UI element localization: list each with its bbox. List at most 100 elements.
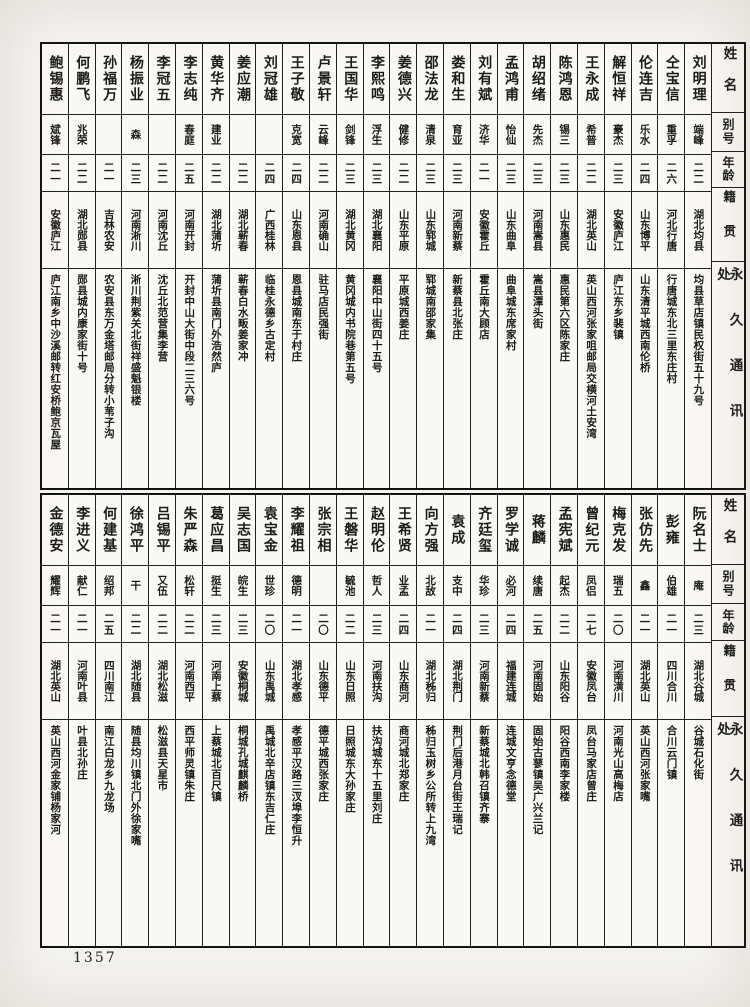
person-alias: 世珍 bbox=[263, 575, 276, 596]
person-address-cell: 郓城南邵家集 bbox=[417, 268, 444, 488]
person-address-cell: 曲阜城东席家村 bbox=[497, 268, 524, 488]
person-alias: 哲人 bbox=[370, 575, 383, 596]
person-alias: 耀辉 bbox=[48, 575, 61, 596]
person-name: 黄华齐 bbox=[208, 55, 225, 103]
directory-table-top: 姓名 别号 年龄 籍贯 永久通讯处 刘明理 端峰 二二 湖北均县 均县草店镇民权… bbox=[40, 42, 746, 490]
person-column: 向方强 北敌 二一 湖北秭归 秭归玉树乡公所转上九湾 bbox=[417, 495, 445, 946]
person-address: 商河城北郑家庄 bbox=[397, 725, 410, 802]
person-address: 均县草店镇民权街五十九号 bbox=[692, 274, 705, 406]
person-address-cell: 固始古蓼镇吴广兴兰记 bbox=[524, 719, 551, 946]
person-age: 二二 bbox=[75, 161, 88, 185]
person-column: 刘明理 端峰 二二 湖北均县 均县草店镇民权街五十九号 bbox=[685, 44, 712, 488]
person-address-cell: 上蔡城北百尺镇 bbox=[202, 719, 229, 946]
person-address-cell: 蒲圻县南门外浩然庐 bbox=[202, 268, 229, 488]
person-age-cell: 二三 bbox=[122, 154, 149, 191]
person-age: 二四 bbox=[638, 161, 651, 185]
person-native-place: 安徽庐江 bbox=[49, 209, 62, 251]
person-address: 扶沟城东十五里刘庄 bbox=[370, 725, 383, 824]
person-native-place-cell: 湖北谷城 bbox=[685, 642, 711, 719]
person-alias: 业孟 bbox=[397, 575, 410, 596]
person-column: 卢景轩 云峰 二二 河南确山 驻马店民强街 bbox=[310, 44, 337, 488]
header-name: 姓名 bbox=[712, 44, 744, 112]
person-native-place-cell: 山东郓城 bbox=[417, 191, 444, 268]
person-column: 葛应昌 挺生 二三 河南上蔡 上蔡城北百尺镇 bbox=[202, 495, 230, 946]
person-age-cell: 二〇 bbox=[256, 605, 283, 642]
person-native-place: 湖北英山 bbox=[49, 660, 62, 702]
person-alias: 德明 bbox=[290, 575, 303, 596]
person-native-place: 河南上蔡 bbox=[210, 660, 222, 702]
person-age: 二二 bbox=[343, 612, 356, 636]
person-address: 沈丘北范营集李营 bbox=[156, 274, 169, 362]
person-alias: 重孚 bbox=[665, 124, 678, 145]
person-alias-cell bbox=[256, 114, 283, 154]
person-address: 荆门后港月台街王瑞记 bbox=[451, 725, 464, 835]
person-address: 襄阳中山街四十五号 bbox=[370, 274, 383, 373]
person-age-cell: 二四 bbox=[497, 605, 524, 642]
person-age: 二一 bbox=[48, 612, 61, 636]
person-address: 上蔡城北百尺镇 bbox=[210, 725, 222, 802]
person-column: 黄华齐 建业 二二 湖北蒲圻 蒲圻县南门外浩然庐 bbox=[202, 44, 230, 488]
person-name-cell: 赵明伦 bbox=[364, 495, 390, 565]
person-native-place-cell: 河南叶县 bbox=[68, 642, 95, 719]
person-column: 阮名士 庵 二三 湖北谷城 谷城石化街 bbox=[685, 495, 712, 946]
person-column: 齐廷玺 华珍 二三 河南新蔡 新蔡城北韩召镇齐寨 bbox=[470, 495, 498, 946]
person-address-cell: 山东清平城西南伦桥 bbox=[631, 268, 658, 488]
person-address-cell: 连城文亨念德堂 bbox=[497, 719, 524, 946]
header-alias: 别号 bbox=[712, 111, 744, 151]
person-address: 新蔡城北韩召镇齐寨 bbox=[477, 725, 490, 824]
header-column: 姓名 别号 年龄 籍贯 永久通讯处 bbox=[712, 495, 744, 946]
person-native-place: 湖北随县 bbox=[129, 660, 142, 702]
person-native-place-cell: 河南扶沟 bbox=[363, 642, 390, 719]
person-column: 吴志国 皖生 二三 安徽桐城 桐城孔城麒麟桥 bbox=[229, 495, 257, 946]
person-name: 吴志国 bbox=[235, 506, 252, 554]
person-native-place: 河南开封 bbox=[183, 209, 196, 251]
person-name: 曾纪元 bbox=[583, 506, 600, 554]
person-address: 庐江东乡裴镇 bbox=[611, 274, 624, 340]
person-native-place-cell: 湖北蕲春 bbox=[229, 191, 256, 268]
person-native-place: 广西桂林 bbox=[263, 209, 276, 251]
person-age-cell: 二一 bbox=[283, 605, 310, 642]
person-name: 杨振业 bbox=[127, 55, 144, 103]
person-age: 二三 bbox=[129, 161, 142, 185]
person-native-place: 湖北谷城 bbox=[692, 660, 705, 702]
person-native-place: 湖北蒲圻 bbox=[210, 209, 222, 251]
person-alias: 锡三 bbox=[558, 124, 571, 145]
person-alias: 剑锋 bbox=[343, 124, 356, 145]
person-age-cell: 二四 bbox=[631, 154, 658, 191]
person-native-place-cell: 湖北孝感 bbox=[283, 642, 310, 719]
person-native-place: 吉林农安 bbox=[102, 209, 115, 251]
person-name: 朱严森 bbox=[181, 506, 198, 554]
person-age-cell: 二一 bbox=[631, 605, 658, 642]
person-alias-cell: 支中 bbox=[444, 565, 470, 605]
person-age-cell: 二一 bbox=[68, 605, 95, 642]
person-alias: 云峰 bbox=[316, 124, 329, 145]
person-address-cell: 英山西河张家咀邮局交横河土安湾 bbox=[578, 268, 604, 488]
header-address: 永久通讯处 bbox=[712, 715, 744, 946]
person-address: 庐江南乡中沙溪邮转红安桥鲍京瓦屋 bbox=[49, 274, 62, 450]
person-age: 二一 bbox=[665, 612, 678, 636]
person-age-cell: 二三 bbox=[363, 154, 390, 191]
person-age: 二二 bbox=[156, 612, 169, 636]
person-native-place-cell: 山东惠民 bbox=[551, 191, 578, 268]
person-name-cell: 黄华齐 bbox=[203, 44, 229, 114]
person-alias-cell: 必河 bbox=[497, 565, 524, 605]
person-alias: 华珍 bbox=[477, 575, 490, 596]
person-age: 二二 bbox=[397, 161, 410, 185]
person-name: 仝宝信 bbox=[663, 55, 680, 103]
person-age: 二四 bbox=[504, 612, 517, 636]
header-name-label: 姓名 bbox=[720, 497, 737, 561]
header-alias-label: 别号 bbox=[721, 570, 735, 599]
person-age: 二三 bbox=[236, 612, 249, 636]
person-age: 二一 bbox=[290, 612, 303, 636]
person-address: 平原城西姜庄 bbox=[397, 274, 410, 340]
person-age-cell: 二二 bbox=[229, 154, 256, 191]
person-alias-cell: 凤侣 bbox=[578, 565, 604, 605]
person-alias-cell: 华珍 bbox=[470, 565, 497, 605]
person-column: 彭雍 伯雄 二一 四川合川 合川云门镇 bbox=[658, 495, 686, 946]
header-age: 年龄 bbox=[712, 150, 744, 187]
person-name: 孟鸿甫 bbox=[503, 55, 520, 103]
person-column: 梅克发 瑞五 二〇 河南潢川 河南光山高梅店 bbox=[604, 495, 632, 946]
person-age: 二二 bbox=[558, 612, 571, 636]
person-age-cell: 二二 bbox=[68, 154, 95, 191]
person-alias-cell: 济华 bbox=[470, 114, 497, 154]
